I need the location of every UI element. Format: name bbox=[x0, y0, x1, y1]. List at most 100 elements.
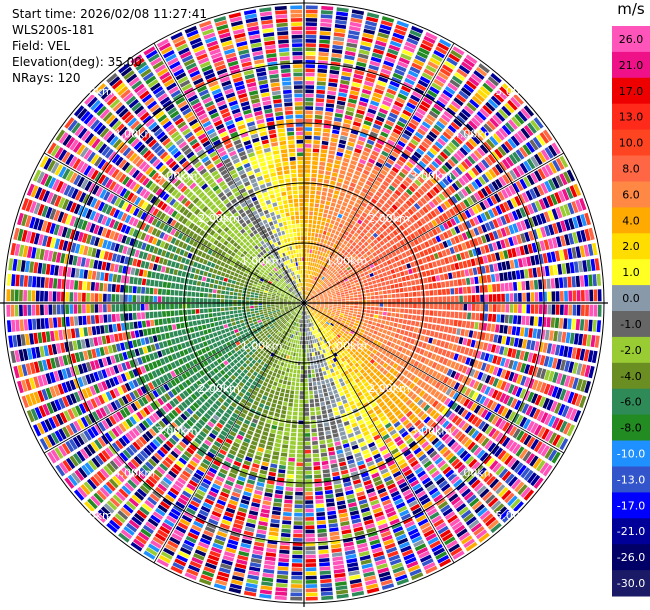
range-gate bbox=[551, 237, 558, 249]
range-gate bbox=[423, 444, 432, 452]
range-gate bbox=[533, 279, 539, 290]
range-gate bbox=[224, 551, 236, 558]
range-gate bbox=[281, 448, 288, 453]
range-gate bbox=[471, 312, 476, 320]
range-gate bbox=[379, 247, 385, 253]
range-gate bbox=[366, 250, 372, 256]
range-gate bbox=[426, 179, 434, 187]
range-gate bbox=[304, 295, 306, 299]
range-gate bbox=[410, 94, 421, 103]
range-gate bbox=[378, 287, 383, 291]
range-gate bbox=[326, 275, 331, 280]
range-gate bbox=[292, 411, 298, 416]
range-gate bbox=[575, 348, 582, 360]
range-gate bbox=[323, 422, 330, 427]
range-gate bbox=[351, 359, 357, 365]
range-gate bbox=[307, 336, 310, 340]
range-gate bbox=[315, 343, 318, 347]
range-gate bbox=[334, 488, 343, 493]
range-gate bbox=[313, 135, 321, 140]
range-gate bbox=[476, 247, 482, 256]
range-gate bbox=[369, 248, 375, 254]
range-gate bbox=[312, 301, 316, 303]
range-gate bbox=[578, 333, 584, 346]
range-gate bbox=[435, 551, 448, 560]
range-gate bbox=[324, 298, 329, 300]
range-gate bbox=[462, 286, 467, 294]
range-gate bbox=[440, 483, 451, 492]
range-gate bbox=[322, 464, 330, 470]
range-gate bbox=[314, 123, 322, 128]
range-gate bbox=[253, 545, 264, 552]
range-gate bbox=[287, 411, 292, 416]
range-gate bbox=[360, 273, 365, 277]
range-gate bbox=[343, 59, 354, 65]
range-gate bbox=[307, 304, 312, 307]
range-gate bbox=[405, 349, 411, 356]
range-gate bbox=[475, 313, 480, 321]
range-gate bbox=[453, 499, 464, 509]
range-gate bbox=[434, 296, 438, 303]
range-gate bbox=[335, 329, 340, 334]
range-gate bbox=[356, 258, 361, 264]
range-gate bbox=[270, 518, 280, 524]
range-gate bbox=[327, 337, 331, 342]
range-gate bbox=[380, 383, 387, 390]
range-gate bbox=[372, 280, 377, 285]
range-gate bbox=[228, 587, 242, 594]
range-gate bbox=[312, 262, 315, 267]
range-gate bbox=[336, 350, 341, 356]
range-gate bbox=[349, 90, 360, 96]
range-gate bbox=[519, 350, 525, 361]
range-gate bbox=[279, 545, 290, 550]
range-gate bbox=[490, 401, 498, 411]
range-gate bbox=[421, 558, 434, 567]
range-gate bbox=[354, 222, 360, 228]
range-gate bbox=[374, 511, 384, 518]
range-gate bbox=[375, 212, 382, 219]
range-gate bbox=[351, 365, 357, 371]
range-gate bbox=[312, 300, 316, 302]
range-gate bbox=[379, 24, 392, 31]
range-gate bbox=[363, 453, 372, 459]
range-gate bbox=[417, 200, 424, 208]
range-gate bbox=[336, 311, 340, 315]
range-gate bbox=[380, 579, 393, 586]
range-gate bbox=[415, 279, 420, 285]
range-gate bbox=[316, 411, 321, 416]
range-gate bbox=[590, 335, 596, 348]
range-gate bbox=[209, 550, 221, 558]
range-gate bbox=[321, 320, 325, 325]
range-gate bbox=[509, 426, 518, 437]
range-gate bbox=[561, 405, 570, 418]
range-gate bbox=[428, 110, 439, 119]
range-gate bbox=[402, 355, 408, 361]
range-gate bbox=[424, 358, 430, 365]
range-gate bbox=[324, 304, 329, 306]
range-gate bbox=[397, 277, 402, 283]
range-gate bbox=[301, 307, 303, 311]
range-gate bbox=[354, 170, 361, 176]
range-gate bbox=[306, 297, 310, 300]
range-gate bbox=[285, 482, 294, 487]
range-gate bbox=[386, 52, 398, 60]
range-gate bbox=[404, 492, 414, 501]
range-gate bbox=[223, 460, 232, 467]
range-gate bbox=[430, 330, 435, 337]
range-gate bbox=[363, 353, 369, 359]
range-gate bbox=[306, 278, 308, 283]
range-gate bbox=[466, 196, 474, 206]
range-gate bbox=[378, 373, 385, 380]
range-gate bbox=[392, 356, 398, 362]
range-gate bbox=[476, 361, 483, 370]
range-gate bbox=[480, 304, 484, 312]
range-gate bbox=[431, 515, 442, 524]
range-gate bbox=[576, 378, 583, 391]
range-gate bbox=[352, 374, 358, 380]
range-gate bbox=[282, 405, 287, 411]
range-gate bbox=[374, 326, 380, 331]
range-gate bbox=[412, 315, 417, 320]
range-gate bbox=[464, 438, 473, 448]
range-gate bbox=[314, 394, 319, 399]
range-gate bbox=[321, 456, 328, 461]
